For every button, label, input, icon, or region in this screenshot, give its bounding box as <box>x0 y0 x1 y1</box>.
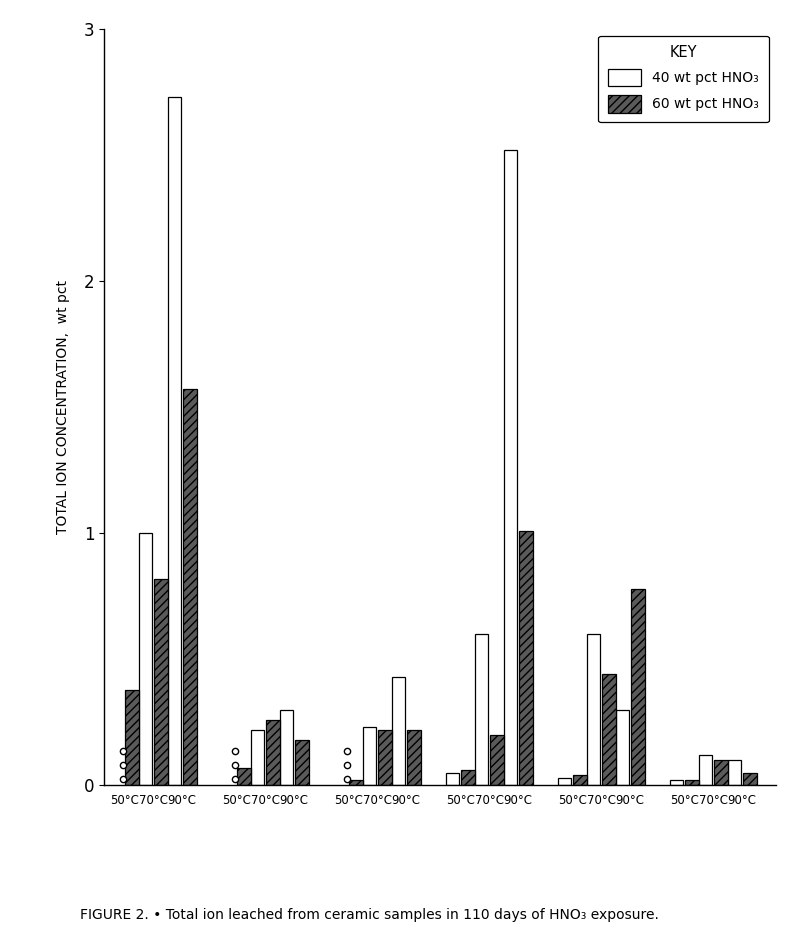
Bar <box>504 149 517 785</box>
Bar <box>363 727 376 785</box>
Bar <box>462 770 475 785</box>
Bar <box>350 781 363 785</box>
Bar <box>295 740 309 785</box>
Bar <box>714 760 728 785</box>
Bar <box>378 730 392 785</box>
Bar <box>139 533 152 785</box>
Bar <box>238 767 251 785</box>
Bar <box>558 778 571 785</box>
Bar <box>446 773 459 785</box>
Text: FIGURE 2. • Total ion leached from ceramic samples in 110 days of HNO₃ exposure.: FIGURE 2. • Total ion leached from ceram… <box>80 907 659 922</box>
Bar <box>266 720 280 785</box>
Bar <box>743 773 757 785</box>
Bar <box>616 709 629 785</box>
Bar <box>392 677 405 785</box>
Bar <box>280 709 293 785</box>
Bar <box>490 735 504 785</box>
Bar <box>699 755 712 785</box>
Bar <box>686 781 699 785</box>
Bar <box>251 730 264 785</box>
Bar <box>475 634 488 785</box>
Bar <box>407 730 421 785</box>
Bar <box>728 760 741 785</box>
Bar <box>154 579 168 785</box>
Bar <box>126 689 139 785</box>
Bar <box>183 389 197 785</box>
Bar <box>602 674 616 785</box>
Bar <box>587 634 600 785</box>
Bar <box>631 588 645 785</box>
Bar <box>519 530 533 785</box>
Legend: 40 wt pct HNO₃, 60 wt pct HNO₃: 40 wt pct HNO₃, 60 wt pct HNO₃ <box>598 35 769 122</box>
Bar <box>168 97 181 785</box>
Bar <box>670 781 683 785</box>
Bar <box>574 775 587 785</box>
Y-axis label: TOTAL ION CONCENTRATION,  wt pct: TOTAL ION CONCENTRATION, wt pct <box>56 280 70 534</box>
